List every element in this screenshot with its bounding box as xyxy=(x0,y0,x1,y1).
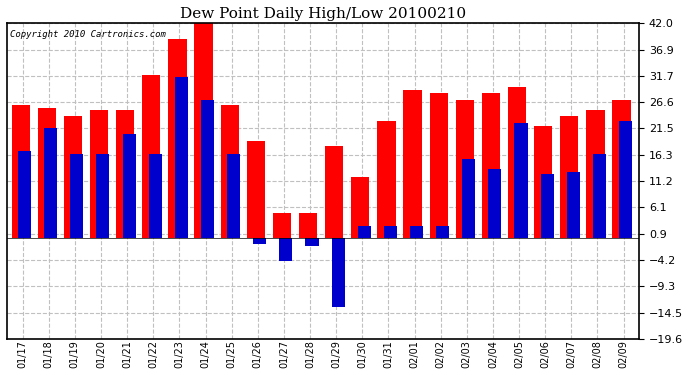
Bar xyxy=(566,172,580,238)
Title: Dew Point Daily High/Low 20100210: Dew Point Daily High/Low 20100210 xyxy=(180,7,466,21)
Bar xyxy=(63,116,82,238)
Bar xyxy=(384,226,397,238)
Bar xyxy=(377,121,395,238)
Bar xyxy=(534,126,552,238)
Bar xyxy=(148,154,161,238)
Bar xyxy=(586,111,604,238)
Text: Copyright 2010 Cartronics.com: Copyright 2010 Cartronics.com xyxy=(10,30,166,39)
Bar xyxy=(90,111,108,238)
Bar xyxy=(221,105,239,238)
Bar xyxy=(455,100,474,238)
Bar xyxy=(38,108,56,238)
Bar xyxy=(273,213,291,238)
Bar xyxy=(97,154,110,238)
Bar xyxy=(515,123,528,238)
Bar xyxy=(18,152,31,238)
Bar xyxy=(44,128,57,238)
Bar xyxy=(593,154,606,238)
Bar xyxy=(306,238,319,246)
Bar xyxy=(462,159,475,238)
Bar xyxy=(246,141,265,238)
Bar xyxy=(560,116,578,238)
Bar xyxy=(12,105,30,238)
Bar xyxy=(332,238,344,308)
Bar xyxy=(116,111,135,238)
Bar xyxy=(253,238,266,243)
Bar xyxy=(482,93,500,238)
Bar xyxy=(404,90,422,238)
Bar xyxy=(613,100,631,238)
Bar xyxy=(195,18,213,238)
Bar xyxy=(351,177,369,238)
Bar xyxy=(279,238,293,261)
Bar xyxy=(436,226,449,238)
Bar xyxy=(168,39,186,238)
Bar xyxy=(410,226,423,238)
Bar xyxy=(201,100,214,238)
Bar xyxy=(325,146,344,238)
Bar xyxy=(175,77,188,239)
Bar xyxy=(70,154,83,238)
Bar xyxy=(299,213,317,238)
Bar xyxy=(142,75,161,238)
Bar xyxy=(227,154,240,238)
Bar xyxy=(430,93,448,238)
Bar xyxy=(619,121,632,238)
Bar xyxy=(489,170,502,238)
Bar xyxy=(357,226,371,238)
Bar xyxy=(123,134,136,238)
Bar xyxy=(508,87,526,238)
Bar xyxy=(540,174,553,238)
